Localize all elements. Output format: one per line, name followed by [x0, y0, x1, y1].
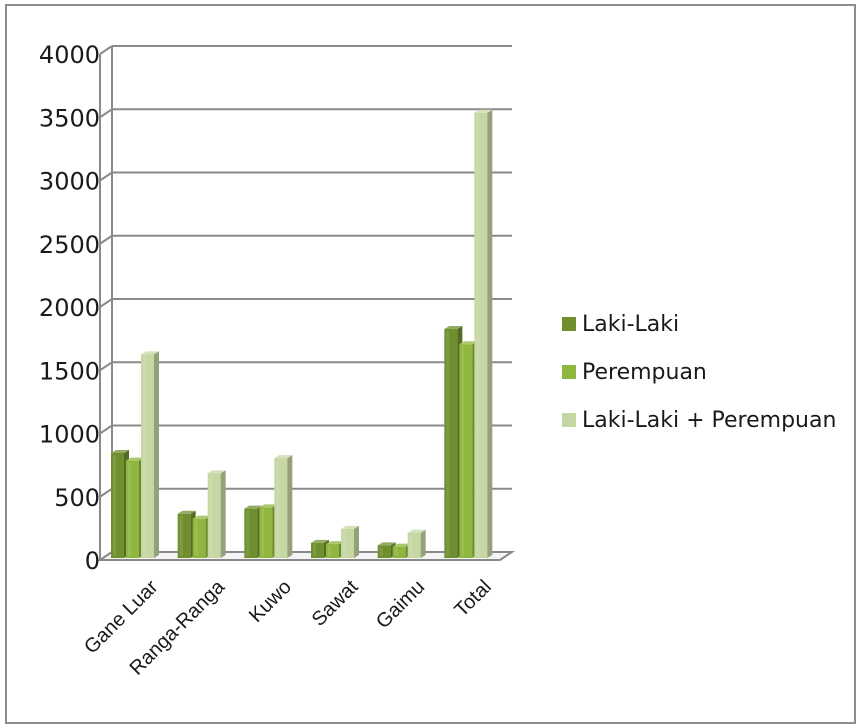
gridline-connector: [99, 424, 113, 435]
gridline-connector: [99, 487, 113, 498]
y-tick-label: 1000: [39, 421, 100, 449]
gridline-connector: [99, 108, 113, 119]
gridline-connector: [99, 361, 113, 372]
y-tick-label: 3500: [39, 104, 100, 132]
bar: [274, 455, 293, 558]
gridline-connector: [99, 45, 113, 55]
legend-swatch: [562, 413, 576, 427]
legend-label: Perempuan: [582, 359, 707, 385]
y-tick-label: 4000: [39, 41, 100, 69]
bars: [111, 109, 493, 558]
x-tick-label: Gaimu: [372, 576, 429, 633]
x-tick-label: Total: [450, 576, 495, 621]
y-tick-label: 3000: [39, 168, 100, 196]
bar: [474, 109, 493, 558]
legend-item-total: Laki-Laki + Perempuan: [562, 396, 856, 444]
legend-label: Laki-Laki + Perempuan: [582, 407, 837, 433]
legend-item-laki-laki: Laki-Laki: [562, 300, 856, 348]
gridline-connector: [99, 234, 113, 245]
bar: [407, 529, 426, 558]
y-tick-label: 0: [85, 547, 100, 575]
gridline-connector: [99, 171, 113, 182]
bar: [341, 525, 359, 558]
legend-swatch: [562, 365, 576, 379]
gridline-connector: [99, 298, 113, 308]
y-tick-label: 1500: [39, 357, 100, 385]
bar: [207, 470, 226, 558]
legend-label: Laki-Laki: [582, 311, 680, 337]
x-tick-label: Sawat: [308, 576, 363, 631]
bar: [141, 351, 159, 558]
legend: Laki-Laki Perempuan Laki-Laki + Perempua…: [562, 300, 856, 444]
y-tick-label: 2000: [39, 294, 100, 322]
legend-item-perempuan: Perempuan: [562, 348, 856, 396]
y-tick-label: 2500: [39, 231, 100, 259]
y-tick-label: 500: [54, 484, 100, 512]
y-tick-labels: 0 500 1000 1500 2000 2500 3000 3500 4000: [39, 41, 100, 575]
x-tick-label: Kuwo: [245, 576, 296, 627]
legend-swatch: [562, 317, 576, 331]
